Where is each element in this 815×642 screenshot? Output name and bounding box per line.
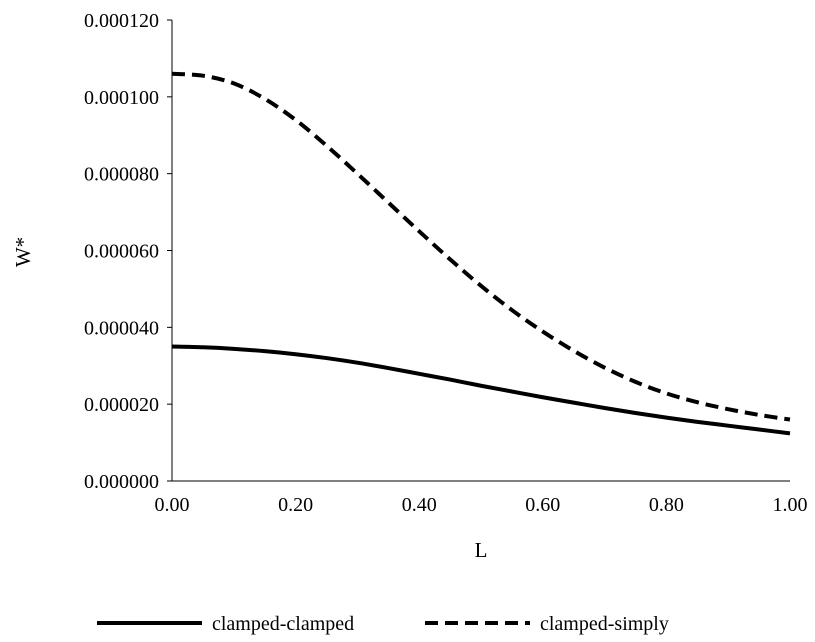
y-tick-label: 0.000000: [84, 471, 159, 493]
series-line-clamped-clamped: [171, 344, 791, 436]
legend-label-clamped-simply: clamped-simply: [540, 613, 669, 635]
y-axis-ticks: 0.000000 0.000020 0.000040 0.000060 0.000080…: [84, 10, 172, 493]
y-axis-title: W*: [11, 237, 35, 267]
x-axis-ticks: 0.00 0.20 0.40 0.60 0.80 1.00: [155, 494, 808, 516]
y-tick-label: 0.000060: [84, 241, 159, 263]
y-tick-label: 0.000080: [84, 164, 159, 186]
x-tick-label: 0.20: [278, 494, 313, 516]
legend-label-clamped-clamped: clamped-clamped: [212, 613, 354, 635]
plot-area: [171, 20, 791, 482]
y-tick-label: 0.000120: [84, 10, 159, 32]
x-tick-label: 0.40: [402, 494, 437, 516]
legend: clamped-clamped clamped-simply: [97, 613, 669, 635]
y-tick-label: 0.000040: [84, 317, 159, 339]
series-line-clamped-simply: [171, 71, 791, 422]
x-tick-label: 0.60: [525, 494, 560, 516]
x-tick-label: 0.80: [649, 494, 684, 516]
y-tick-label: 0.000100: [84, 87, 159, 109]
x-axis-title: L: [475, 538, 488, 562]
x-tick-label: 1.00: [773, 494, 808, 516]
y-tick-label: 0.000020: [84, 394, 159, 416]
x-tick-label: 0.00: [155, 494, 190, 516]
